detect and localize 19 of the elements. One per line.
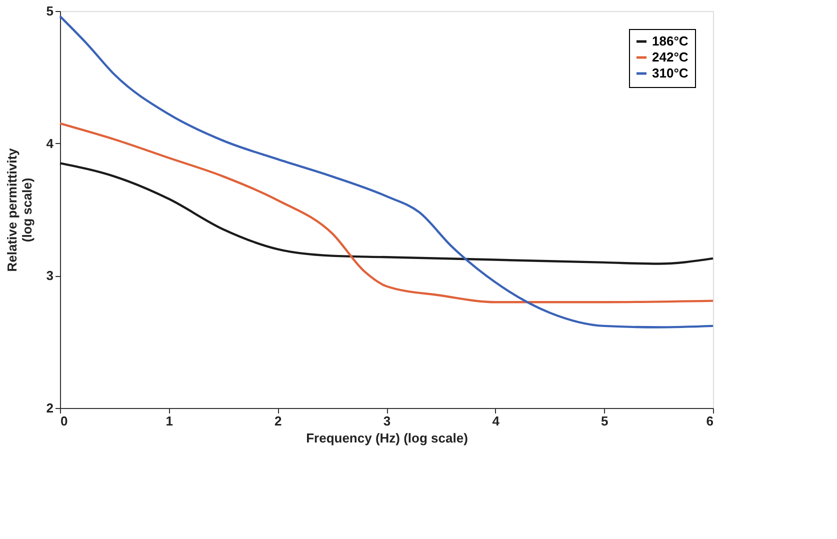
x-axis-title: Frequency (Hz) (log scale) (306, 430, 468, 446)
y-axis-title: Relative permittivity (log scale) (4, 147, 34, 272)
y-tick-label: 4 (46, 136, 54, 151)
legend-label: 242°C (652, 50, 689, 64)
x-tick-label: 0 (60, 414, 68, 428)
x-tick-label: 1 (166, 414, 173, 428)
line-series (58, 15, 714, 328)
y-tick-label: 5 (46, 4, 54, 18)
x-tick-label: 5 (601, 414, 608, 428)
x-tick-label: 2 (274, 414, 282, 428)
x-tick-label: 3 (383, 414, 391, 428)
line-series (58, 162, 714, 265)
line-series (58, 122, 714, 304)
legend-label: 310°C (652, 66, 689, 80)
y-tick-label: 2 (46, 400, 54, 416)
y-tick-label: 3 (46, 268, 54, 284)
x-tick-label: 4 (492, 414, 500, 428)
legend-label: 186°C (652, 34, 689, 48)
x-tick-label: 6 (706, 414, 714, 428)
